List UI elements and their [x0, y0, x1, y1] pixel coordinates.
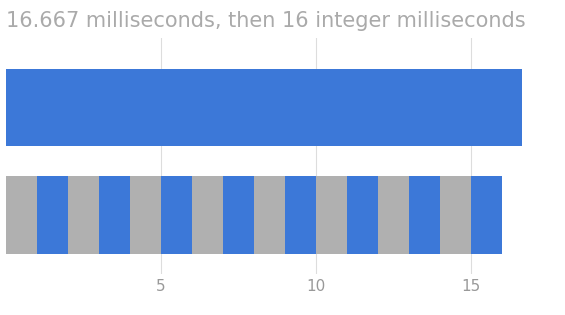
Bar [99, 176, 129, 254]
Bar [192, 176, 223, 254]
Bar [254, 176, 285, 254]
Bar [129, 176, 160, 254]
Bar [316, 176, 346, 254]
Bar [440, 176, 471, 254]
Bar [285, 176, 316, 254]
Bar [68, 176, 99, 254]
Bar [377, 176, 408, 254]
Bar [471, 176, 502, 254]
Bar [160, 176, 192, 254]
Text: 16.667 milliseconds, then 16 integer milliseconds: 16.667 milliseconds, then 16 integer mil… [6, 11, 525, 31]
Bar [346, 176, 377, 254]
Bar [6, 176, 37, 254]
Bar [223, 176, 254, 254]
Bar [6, 69, 522, 146]
Bar [37, 176, 68, 254]
Bar [408, 176, 440, 254]
